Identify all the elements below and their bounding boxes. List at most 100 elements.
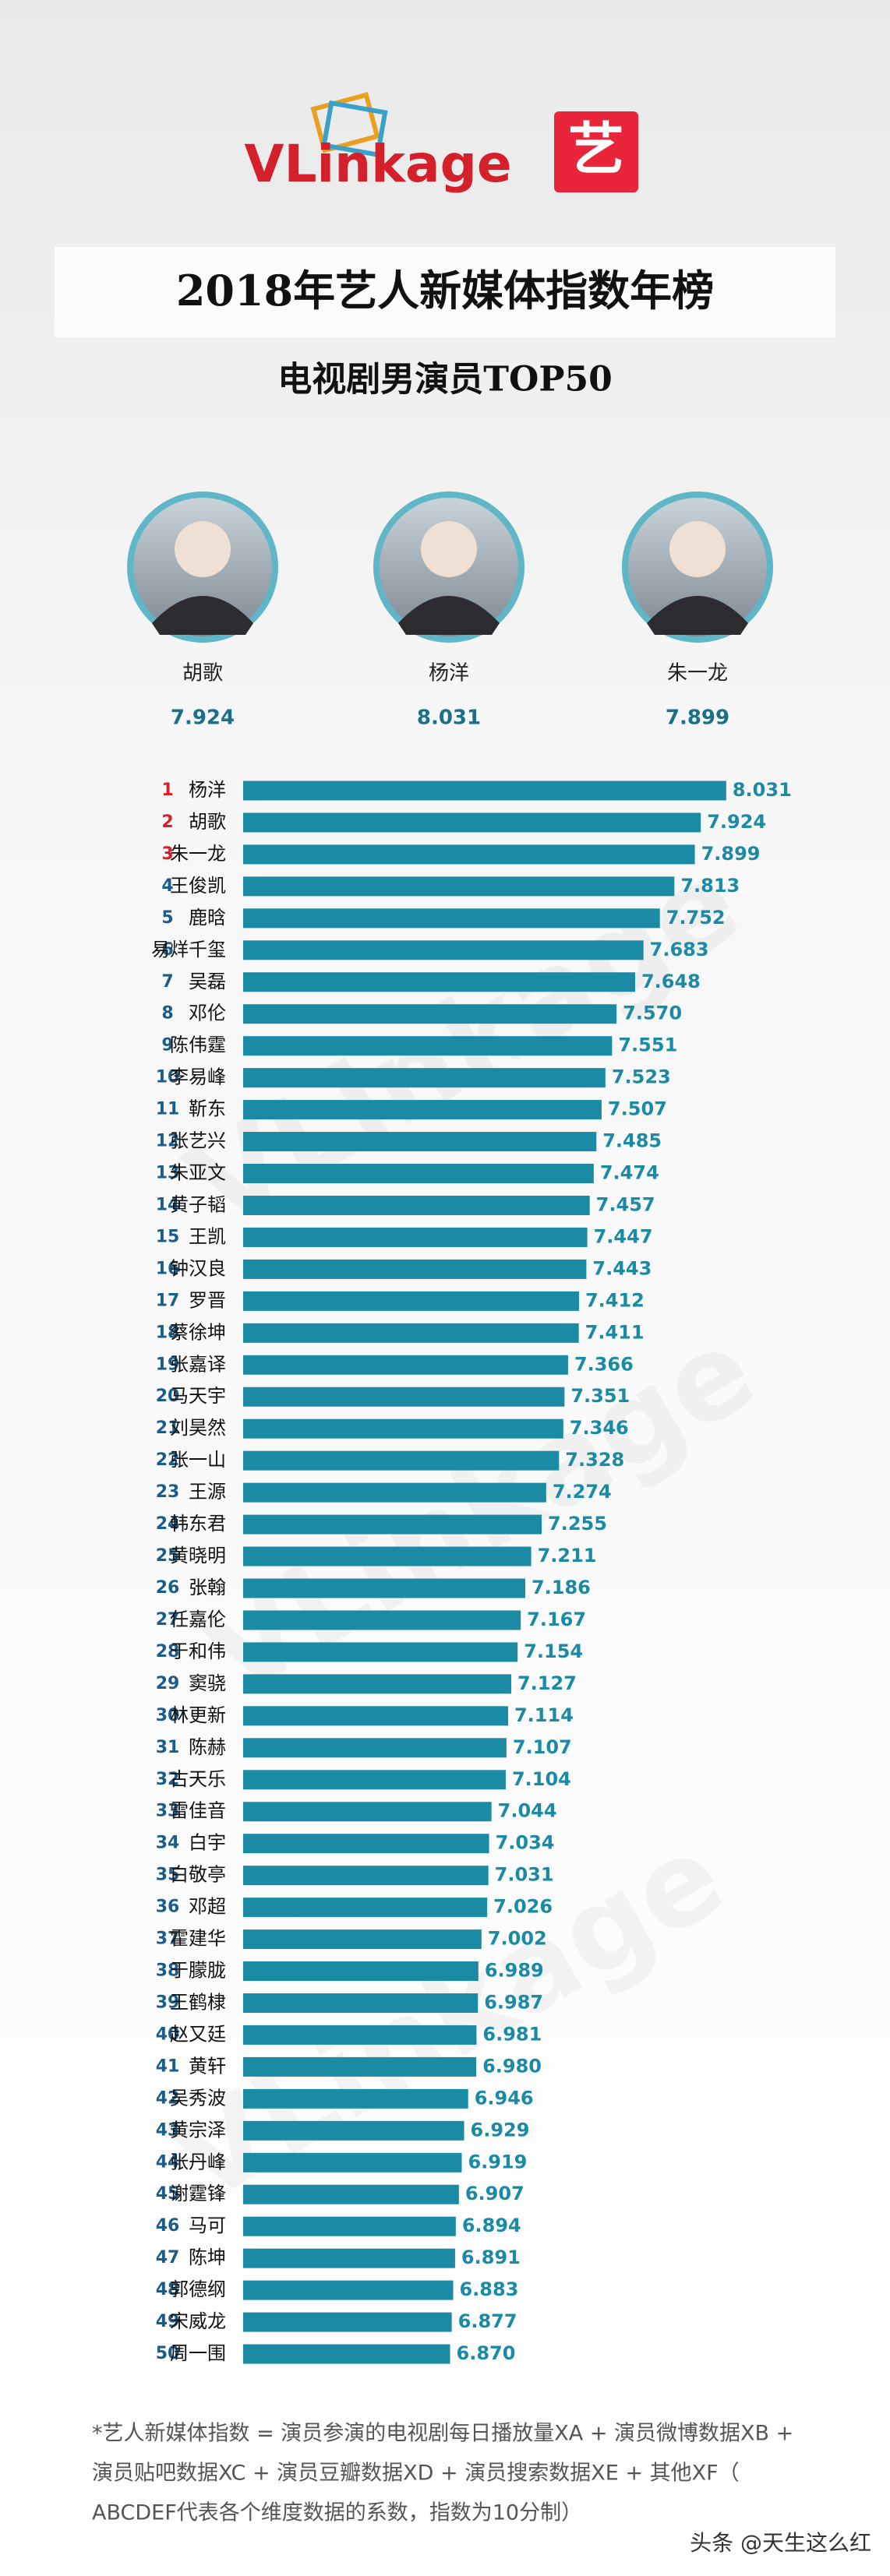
- value-label: 7.351: [570, 1385, 630, 1407]
- value-label: 6.929: [471, 2119, 530, 2141]
- title-box: [55, 247, 835, 337]
- bar: [243, 2184, 459, 2204]
- featured-value: 7.899: [666, 707, 729, 730]
- rank: 24: [156, 1514, 180, 1534]
- category-label: 朱一龙: [170, 843, 226, 865]
- value-label: 7.457: [596, 1193, 655, 1215]
- value-label: 6.877: [458, 2310, 517, 2332]
- rank: 14: [156, 1195, 180, 1214]
- bar: [243, 1546, 532, 1566]
- bar: [243, 2025, 477, 2045]
- bar: [243, 1259, 587, 1279]
- category-label: 雷佳音: [170, 1800, 226, 1822]
- bar: [243, 1738, 507, 1758]
- category-label: 白敬亭: [170, 1864, 226, 1886]
- rank: 11: [156, 1100, 180, 1119]
- value-label: 7.507: [608, 1098, 667, 1120]
- value-label: 7.752: [666, 907, 726, 929]
- category-label: 王鹤棣: [170, 1991, 226, 2013]
- rank: 48: [156, 2280, 180, 2299]
- value-label: 6.883: [459, 2278, 518, 2300]
- value-label: 7.411: [585, 1321, 645, 1343]
- value-label: 7.485: [602, 1130, 662, 1152]
- rank: 7: [161, 972, 173, 992]
- bar: [243, 844, 695, 865]
- value-label: 6.919: [468, 2151, 527, 2173]
- category-label: 马可: [189, 2215, 226, 2236]
- category-label: 周一围: [170, 2342, 226, 2364]
- rank: 42: [156, 2088, 180, 2108]
- rank: 15: [156, 1227, 180, 1246]
- bar: [243, 1929, 482, 1950]
- value-label: 7.167: [527, 1609, 586, 1630]
- value-label: 7.443: [592, 1257, 652, 1279]
- bar: [243, 1961, 479, 1982]
- value-label: 7.346: [570, 1417, 629, 1439]
- value-label: 7.274: [553, 1481, 612, 1503]
- footnote-line: *艺人新媒体指数 = 演员参演的电视剧每日播放量XA + 演员微博数据XB +: [92, 2422, 793, 2446]
- value-label: 7.683: [650, 939, 709, 960]
- category-label: 张艺兴: [170, 1130, 226, 1152]
- rank: 38: [156, 1961, 180, 1981]
- category-label: 马天宇: [170, 1385, 226, 1407]
- rank: 4: [161, 876, 173, 896]
- avatar-body: [398, 596, 500, 635]
- logo-text: VLinkage: [244, 134, 511, 194]
- rank: 40: [156, 2025, 180, 2044]
- bar: [243, 1898, 488, 1918]
- rank: 35: [156, 1866, 180, 1885]
- bar: [243, 876, 675, 897]
- category-label: 陈赫: [189, 1736, 226, 1758]
- category-label: 黄晓明: [170, 1545, 226, 1566]
- footnote: *艺人新媒体指数 = 演员参演的电视剧每日播放量XA + 演员微博数据XB + 演…: [92, 2422, 793, 2525]
- value-label: 6.907: [465, 2183, 524, 2204]
- category-label: 黄宗泽: [170, 2119, 226, 2141]
- rank: 19: [156, 1355, 180, 1374]
- rank: 22: [156, 1450, 180, 1470]
- category-label: 王俊凯: [170, 875, 226, 897]
- value-label: 7.107: [513, 1736, 572, 1758]
- category-label: 张翰: [189, 1577, 226, 1598]
- value-label: 7.474: [600, 1162, 659, 1184]
- value-label: 7.523: [612, 1066, 671, 1088]
- category-label: 吴秀波: [170, 2087, 226, 2109]
- category-label: 邓超: [189, 1896, 226, 1918]
- rank: 2: [161, 812, 173, 832]
- category-label: 鹿晗: [189, 907, 226, 929]
- bar: [243, 1514, 542, 1535]
- value-label: 7.570: [623, 1003, 682, 1024]
- category-label: 韩东君: [170, 1513, 226, 1535]
- bar: [243, 1706, 508, 1726]
- bar: [243, 1195, 590, 1215]
- category-label: 张嘉译: [170, 1353, 226, 1375]
- rank: 5: [161, 908, 173, 928]
- category-label: 邓伦: [189, 1003, 226, 1024]
- bar: [243, 908, 660, 929]
- category-label: 窦骁: [189, 1672, 226, 1694]
- category-label: 王源: [189, 1481, 226, 1503]
- bar: [243, 1993, 479, 2013]
- category-label: 白宇: [189, 1832, 226, 1854]
- bar: [243, 1866, 489, 1886]
- bar: [243, 2120, 464, 2141]
- rank: 6: [161, 940, 173, 960]
- category-label: 黄子韬: [170, 1193, 226, 1215]
- category-label: 霍建华: [170, 1928, 226, 1950]
- value-label: 7.412: [585, 1289, 645, 1311]
- rank: 20: [156, 1387, 180, 1406]
- bar: [243, 1610, 521, 1630]
- category-label: 任嘉伦: [170, 1609, 226, 1630]
- value-label: 7.211: [538, 1545, 597, 1566]
- footnote-line: ABCDEF代表各个维度数据的系数，指数为10分制）: [92, 2501, 582, 2525]
- rank: 45: [156, 2184, 180, 2204]
- bar: [243, 972, 635, 992]
- bar: [243, 1387, 565, 1407]
- bar: [243, 1004, 617, 1024]
- value-label: 6.870: [457, 2342, 516, 2364]
- value-label: 7.034: [496, 1832, 555, 1854]
- rank: 39: [156, 1993, 180, 2012]
- value-label: 7.031: [495, 1864, 554, 1886]
- bar: [243, 1100, 602, 1120]
- chart-subtitle: 电视剧男演员TOP50: [277, 360, 612, 400]
